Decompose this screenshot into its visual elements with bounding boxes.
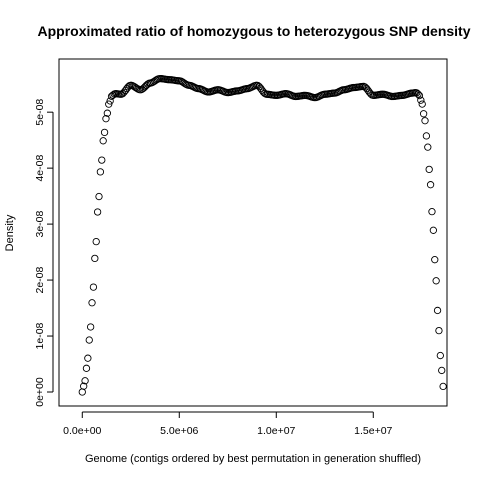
data-point [88, 299, 96, 307]
data-point [415, 91, 424, 100]
data-point [424, 143, 432, 151]
data-point [419, 110, 428, 118]
data-point [261, 89, 269, 98]
x-tick-label: 1.5e+07 [354, 425, 392, 437]
data-point [426, 181, 435, 189]
data-point [429, 226, 438, 234]
plot-frame [58, 58, 448, 407]
data-point [86, 323, 95, 331]
data-point [433, 306, 442, 315]
x-axis: 0.0e+00 5.0e+06 1.0e+07 1.5e+07 [63, 411, 393, 437]
data-point [84, 354, 92, 362]
x-axis-label: Genome (contigs ordered by best permutat… [85, 453, 421, 465]
data-point [92, 237, 100, 246]
data-points [78, 74, 447, 396]
data-point [414, 90, 422, 98]
data-point [439, 382, 447, 391]
x-tick-label: 1.0e+07 [257, 425, 295, 437]
y-tick-label: 2e-08 [34, 266, 46, 293]
data-point [78, 388, 86, 396]
data-point [91, 254, 99, 263]
data-point [418, 100, 426, 108]
data-point [428, 207, 436, 216]
data-point [421, 117, 429, 125]
y-tick-label: 5e-08 [34, 99, 46, 126]
y-tick-label: 3e-08 [34, 211, 46, 238]
data-point [425, 165, 433, 174]
data-point [105, 100, 113, 108]
y-axis: 0e+00 1e-08 2e-08 3e-08 4e-08 5e-08 [34, 99, 54, 407]
data-point [95, 192, 103, 201]
data-point [432, 277, 440, 285]
data-point [431, 256, 439, 264]
chart-title: Approximated ratio of homozygous to hete… [37, 23, 470, 39]
x-tick-label: 0.0e+00 [63, 425, 101, 437]
data-point [100, 128, 109, 137]
y-tick-label: 0e+00 [34, 377, 46, 407]
data-point [80, 382, 88, 390]
y-axis-label: Density [4, 214, 16, 251]
data-point [93, 208, 102, 216]
data-point [98, 156, 106, 164]
data-point [96, 168, 105, 176]
data-point [103, 109, 112, 117]
data-point [99, 137, 107, 145]
data-point [106, 97, 114, 105]
data-point [82, 364, 91, 372]
data-point [435, 326, 443, 335]
data-point [436, 351, 444, 360]
data-point [438, 366, 446, 375]
y-tick-label: 4e-08 [34, 155, 46, 182]
data-point [417, 96, 425, 104]
y-tick-label: 1e-08 [34, 322, 46, 349]
data-point [89, 283, 98, 291]
data-point [422, 132, 431, 140]
data-point [102, 115, 110, 123]
x-tick-label: 5.0e+06 [160, 425, 198, 437]
data-point [85, 336, 93, 344]
data-point [81, 377, 89, 385]
